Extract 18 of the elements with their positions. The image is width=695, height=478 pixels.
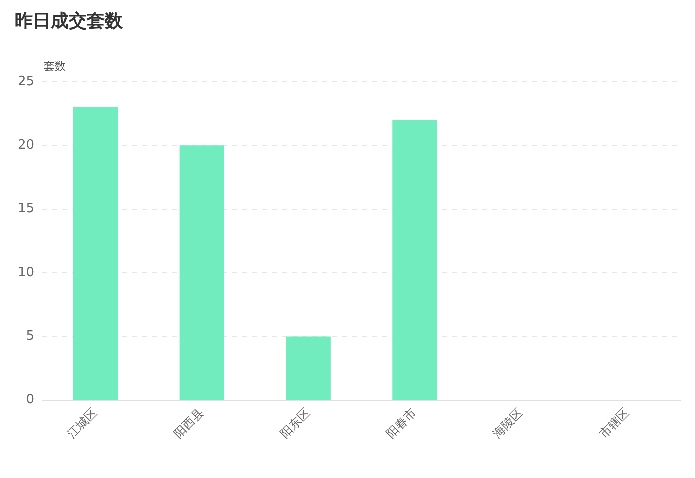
- y-tick-label: 0: [26, 392, 35, 408]
- x-tick-label: 市辖区: [596, 406, 632, 442]
- bar: [392, 120, 438, 400]
- chart-title: 昨日成交套数: [15, 11, 124, 32]
- x-tick-label: 江城区: [64, 406, 100, 442]
- y-tick-label: 20: [18, 138, 35, 154]
- x-tick-label: 阳东区: [278, 406, 313, 442]
- bar: [286, 336, 331, 400]
- x-tick-label: 海陵区: [490, 406, 526, 442]
- y-tick-label: 10: [18, 265, 35, 280]
- x-tick-label: 阳西县: [171, 406, 206, 442]
- x-tick-label: 阳春市: [384, 406, 420, 442]
- y-tick-label: 15: [18, 202, 35, 217]
- bar: [180, 146, 225, 400]
- y-tick-label: 25: [18, 74, 35, 90]
- y-axis-title: 套数: [44, 60, 66, 73]
- y-tick-label: 5: [26, 329, 35, 344]
- bar: [73, 107, 118, 400]
